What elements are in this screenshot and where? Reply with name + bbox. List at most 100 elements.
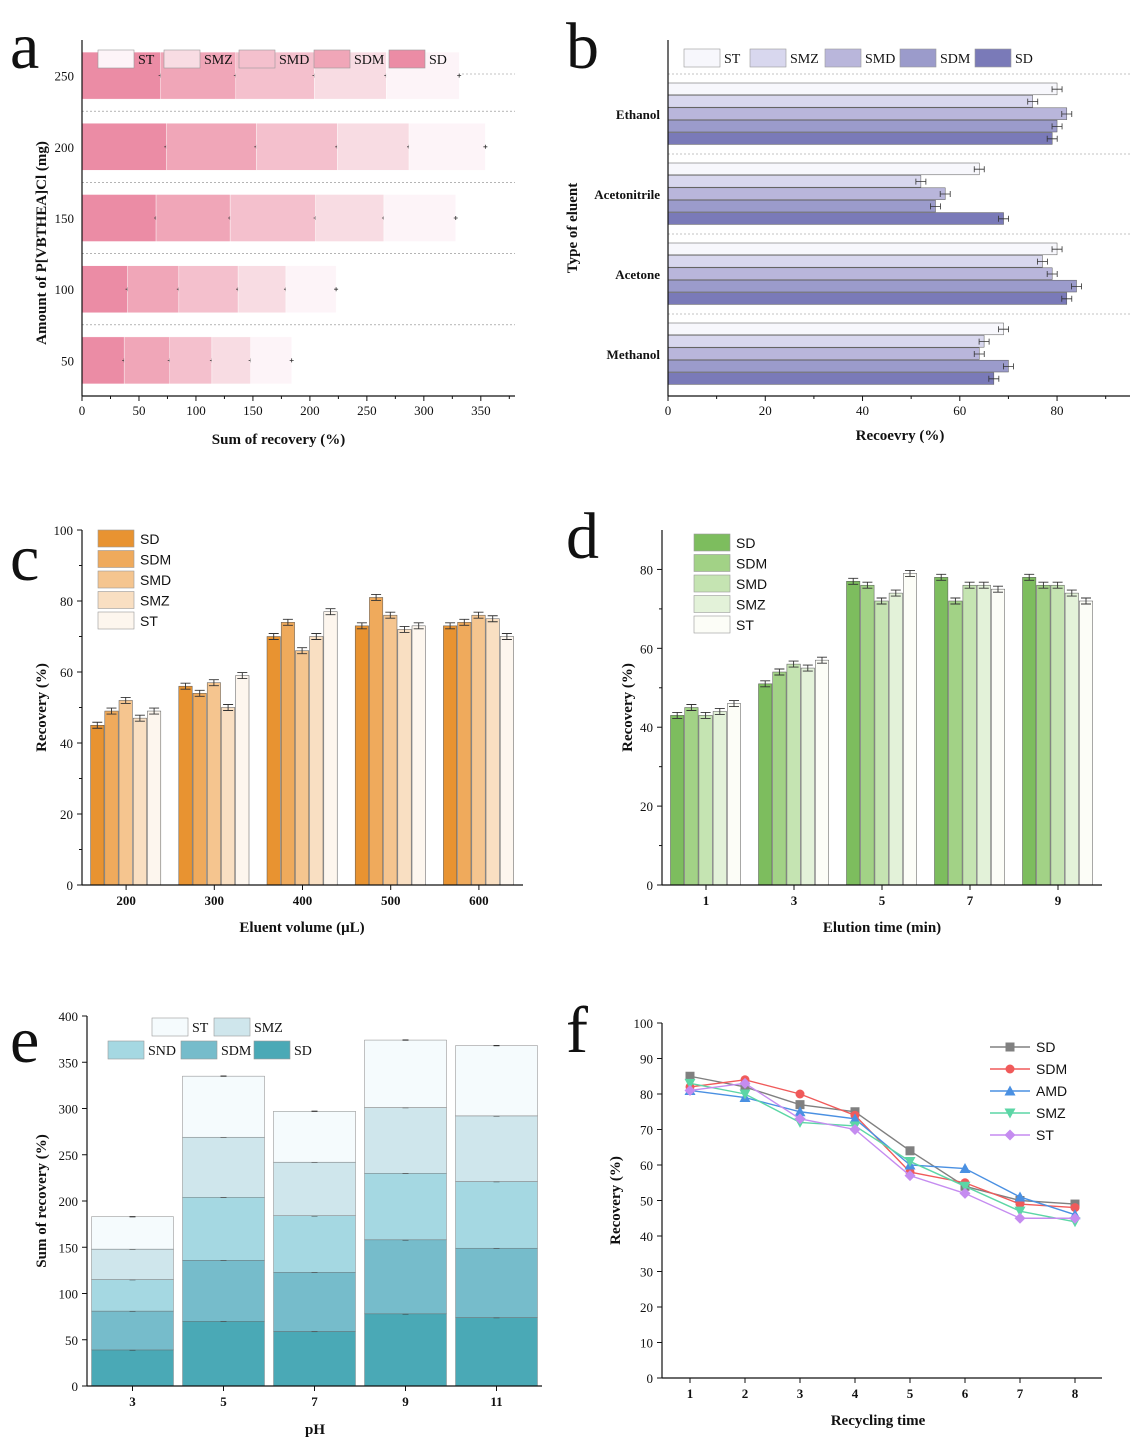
panel-b-chart: Methanol Acetone Acetonitrile Ethanol 0 20 40 6… (565, 40, 1130, 444)
bar-smz-7 (976, 584, 991, 886)
error-bar (282, 618, 293, 626)
bar-segment-st-5 (182, 1075, 265, 1138)
bar-segment-sd-7 (273, 1331, 356, 1387)
bar-sdm-methanol (667, 359, 1009, 373)
error-bar (237, 672, 248, 679)
legend-swatch-sdm (97, 550, 135, 568)
bar-smd-200 (118, 700, 133, 886)
panel-label-c: c (10, 522, 39, 595)
y-axis-title: Recovery (%) (608, 1156, 624, 1245)
x-tick-label: 0 (79, 403, 86, 418)
bar-st-300 (235, 675, 250, 886)
error-bar (998, 326, 1009, 333)
error-bar (978, 581, 989, 589)
bar-sd-acetonitrile (667, 212, 1004, 225)
point-sd-1 (685, 1071, 695, 1081)
legend-swatch-smd (238, 49, 276, 69)
error-bar (1081, 597, 1091, 605)
bar-st-acetonitrile (667, 162, 980, 176)
bar-smz-acetonitrile (667, 175, 922, 188)
y-tick-label: 100 (54, 523, 74, 538)
point-st-4 (849, 1124, 861, 1135)
error-bar (311, 633, 322, 640)
bar-smd-300 (206, 682, 221, 886)
point-smz-2 (739, 1089, 751, 1100)
legend-swatch-smz (213, 1017, 251, 1037)
bar-segment-smz-50 (211, 336, 251, 385)
bar-segment-smz-9 (364, 1107, 447, 1174)
error-bar (862, 581, 873, 589)
y-tick-label: 80 (640, 1087, 653, 1102)
y-axis-title: Recovery (%) (34, 663, 50, 752)
y-tick-label: 60 (640, 641, 653, 656)
bar-st-200 (147, 710, 162, 886)
error-bar (445, 622, 456, 630)
bar-sdm-5 (860, 584, 875, 886)
bar-smd-400 (295, 650, 310, 886)
panel-d-chart: 1 3 5 7 9 0 20 40 60 80 Elution time (min) Recovery… (620, 530, 1102, 936)
error-bar (1046, 135, 1058, 142)
bar-sd-1 (670, 715, 685, 886)
x-tick-label: 80 (1051, 403, 1064, 418)
bar-segment-snd-7 (273, 1215, 356, 1273)
bar-segment-sdm-3 (91, 1310, 174, 1351)
x-tick-label: 7 (1017, 1386, 1024, 1401)
bar-smz-200 (132, 717, 147, 886)
bar-sdm-9 (1036, 584, 1051, 886)
bar-smd-9 (1050, 584, 1065, 886)
y-tick-label: 0 (647, 878, 654, 893)
y-axis-title: Sum of recovery (%) (34, 1134, 50, 1267)
panel-label-a: a (10, 10, 39, 83)
legend-label-sdm: SDM (940, 52, 971, 67)
point-st-1 (684, 1084, 696, 1096)
y-tick-label: 200 (59, 1194, 79, 1209)
error-bar (1037, 258, 1048, 265)
bar-smd-acetone (667, 267, 1053, 280)
legend-swatch-smz (693, 595, 731, 613)
bar-sd-9 (1022, 577, 1037, 886)
error-bar (686, 704, 697, 711)
error-bar (334, 287, 339, 292)
error-bar (106, 707, 117, 715)
error-bar (760, 680, 771, 688)
x-tick-label: 60 (953, 403, 966, 418)
error-bar (1066, 589, 1077, 597)
error-bar (487, 615, 498, 623)
bar-smd-7 (962, 584, 977, 886)
legend-label-sdm: SDM (140, 552, 171, 568)
bar-sdm-acetonitrile (667, 199, 936, 213)
bar-smd-ethanol (667, 107, 1068, 120)
legend-label-smd: SMD (140, 572, 171, 588)
x-tick-label: 5 (907, 1386, 914, 1401)
x-tick-label: 150 (243, 403, 263, 418)
x-tick-label: 3 (129, 1394, 136, 1409)
bar-segment-smd-50 (169, 336, 213, 385)
bar-st-600 (499, 636, 514, 886)
legend-label-smd: SMD (865, 52, 895, 67)
bar-st-methanol (667, 322, 1004, 336)
bar-segment-snd-3 (91, 1279, 174, 1312)
bar-sdm-200 (104, 710, 119, 886)
error-bar (988, 375, 1000, 382)
bar-smd-600 (471, 614, 486, 886)
x-tick-label: 3 (791, 893, 798, 908)
bar-segment-sd-100 (81, 265, 128, 313)
x-axis-title: Sum of recovery (%) (212, 432, 345, 448)
y-tick-label: 20 (60, 807, 73, 822)
y-tick-label: 250 (55, 69, 75, 84)
bar-segment-smd-150 (229, 194, 316, 242)
panel-e-chart: 3 5 7 9 11 0 50 100 150 200 250 300 350 400 pH Sum of r… (34, 1009, 542, 1438)
error-bar (1024, 573, 1035, 581)
x-tick-label: 40 (856, 403, 869, 418)
y-tick-label: 150 (59, 1240, 79, 1255)
panel-label-e: e (10, 1004, 39, 1077)
y-tick-label: 50 (640, 1194, 653, 1209)
legend-label-sd: SD (429, 53, 447, 68)
error-bar (459, 618, 470, 626)
bar-smz-9 (1064, 592, 1079, 886)
error-bar (700, 711, 711, 719)
bar-smd-acetonitrile (667, 187, 946, 200)
bar-sd-methanol (667, 372, 995, 385)
x-tick-label: 20 (759, 403, 772, 418)
